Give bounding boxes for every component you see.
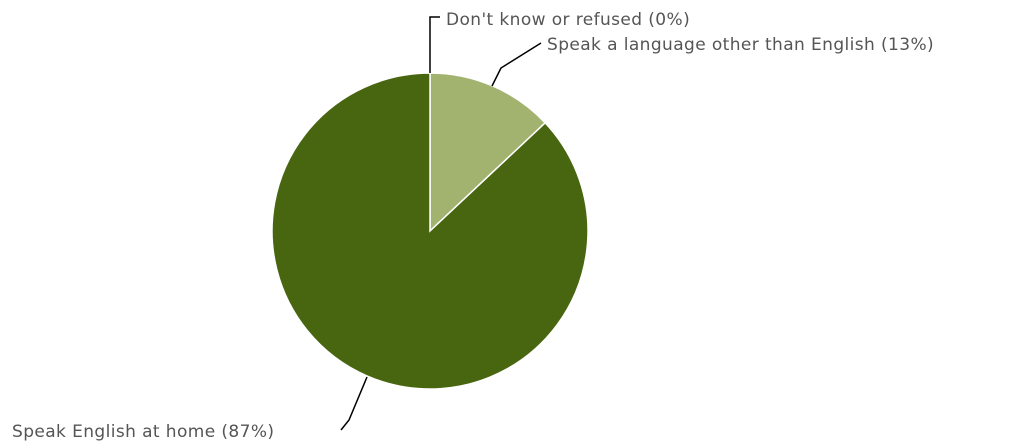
leader-line-english-home: [340, 376, 368, 431]
slice-english-home: [271, 72, 589, 390]
pie-slices: [271, 72, 589, 390]
slice-label-dont-know: Don't know or refused (0%): [446, 10, 690, 30]
leader-line-other-language: [491, 42, 542, 87]
slice-label-english-home: Speak English at home (87%): [12, 422, 274, 442]
pie-labels: Speak a language other than English (13%…: [12, 10, 934, 442]
leader-line-dont-know: [429, 16, 440, 73]
slice-label-other-language: Speak a language other than English (13%…: [547, 35, 934, 55]
